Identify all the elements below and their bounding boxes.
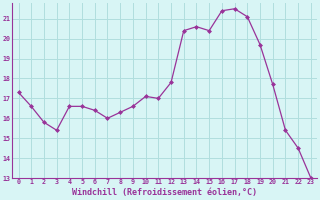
X-axis label: Windchill (Refroidissement éolien,°C): Windchill (Refroidissement éolien,°C)	[72, 188, 257, 197]
